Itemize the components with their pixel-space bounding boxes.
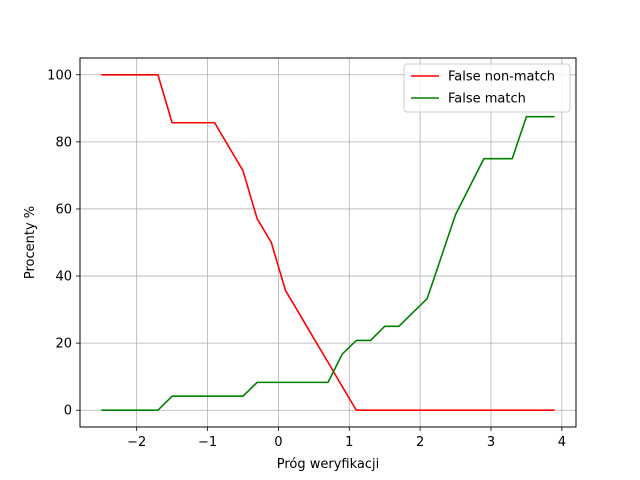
y-tick-label: 100 <box>47 68 72 83</box>
legend-label-false-non-match: False non-match <box>448 70 555 85</box>
series-line-false-non-match <box>101 73 555 412</box>
y-tick-label: 20 <box>55 337 72 352</box>
y-tick-label: 40 <box>55 270 72 285</box>
x-tick-label: 4 <box>558 435 566 450</box>
x-tick-label: 2 <box>416 435 424 450</box>
y-tick-label: 0 <box>64 404 72 419</box>
y-tick-label: 80 <box>55 135 72 150</box>
x-tick-label: 3 <box>487 435 495 450</box>
legend: False non-match False match <box>403 63 571 113</box>
legend-box <box>403 63 571 113</box>
x-tick-label: −2 <box>127 435 146 450</box>
series-lines <box>101 73 555 412</box>
grid <box>80 58 576 427</box>
legend-label-false-match: False match <box>448 92 526 107</box>
x-tick-label: 1 <box>345 435 353 450</box>
y-tick-label: 60 <box>55 202 72 217</box>
x-tick-label: −1 <box>198 435 217 450</box>
x-tick-label: 0 <box>274 435 282 450</box>
x-axis-label: Próg weryfikacji <box>277 457 380 472</box>
series-line-false-match <box>101 115 555 412</box>
y-axis-label: Procenty % <box>23 206 38 279</box>
plot-frame <box>79 57 577 428</box>
